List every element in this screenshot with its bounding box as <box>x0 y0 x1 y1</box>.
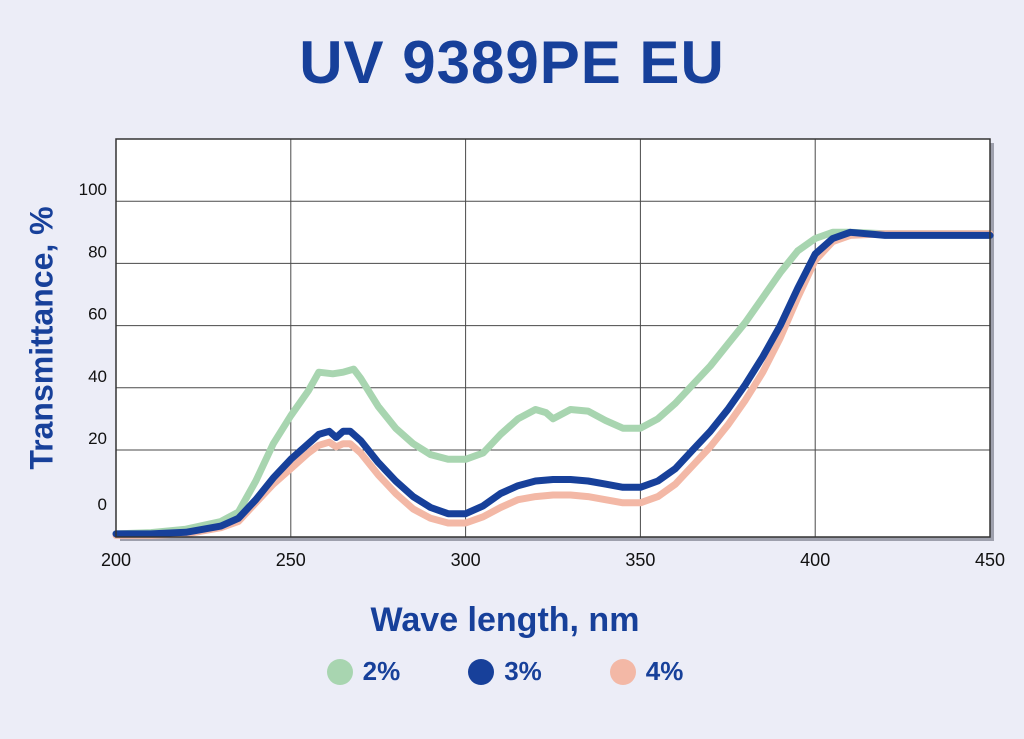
y-axis-title: Transmittance, % <box>23 206 60 470</box>
legend-label-2-percent: 2% <box>362 656 401 686</box>
legend-item-4-percent: 4% <box>609 656 684 687</box>
y-tick-label-60: 60 <box>88 305 107 324</box>
legend-label-3-percent: 3% <box>504 656 542 686</box>
legend-swatch-3-percent <box>468 658 495 685</box>
x-tick-label-250: 250 <box>276 550 306 570</box>
x-tick-label-200: 200 <box>101 550 131 570</box>
x-tick-label-450: 450 <box>975 550 1005 570</box>
chart-title: UV 9389PE EU <box>299 29 725 96</box>
legend-item-3-percent: 3% <box>468 656 542 687</box>
y-tick-label-0: 0 <box>98 495 107 514</box>
legend-swatch-2-percent <box>326 658 353 685</box>
y-tick-label-100: 100 <box>79 180 107 199</box>
y-tick-label-40: 40 <box>88 367 107 386</box>
series-line-4-percent <box>112 230 994 539</box>
x-tick-label-400: 400 <box>800 550 830 570</box>
legend-label-4-percent: 4% <box>645 656 684 686</box>
legend-swatch-4-percent <box>609 658 636 685</box>
legend-item-2-percent: 2% <box>326 656 401 687</box>
x-tick-label-350: 350 <box>625 550 655 570</box>
y-tick-label-80: 80 <box>88 242 107 261</box>
x-axis-title: Wave length, nm <box>370 601 640 639</box>
series-line-3-percent <box>112 228 994 538</box>
legend: 2% 3% 4% <box>0 656 1010 687</box>
x-tick-label-300: 300 <box>451 550 481 570</box>
plot-frame <box>115 138 991 538</box>
series-line-2-percent <box>112 228 994 538</box>
y-tick-label-20: 20 <box>88 429 107 448</box>
